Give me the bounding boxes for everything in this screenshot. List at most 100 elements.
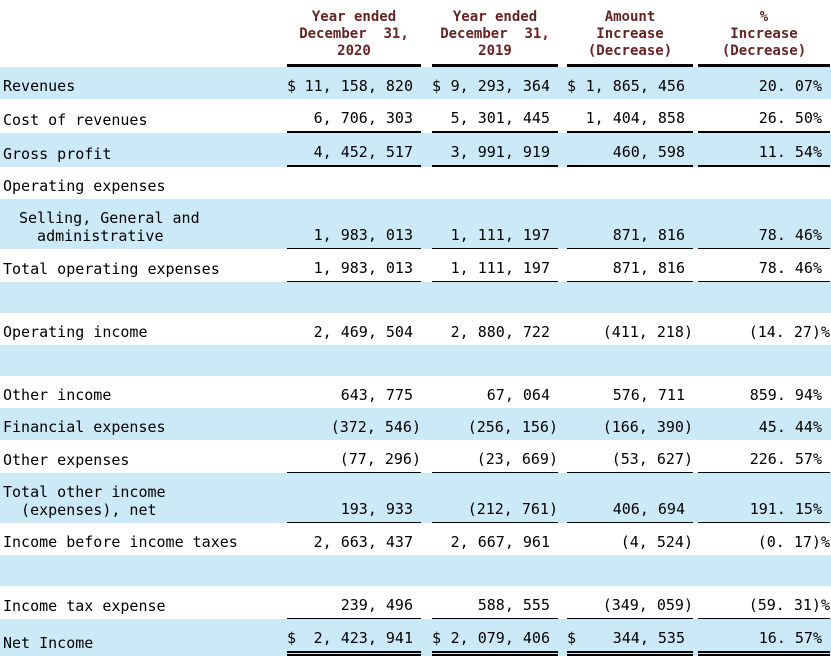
row-label: Revenues: [3, 77, 76, 95]
cell-value: 2, 880, 722: [450, 323, 550, 341]
value-cell-percent-change: 20. 07%: [698, 67, 830, 99]
value-cell-amount-change: 576, 711: [567, 376, 693, 408]
table-row: [0, 555, 831, 586]
value-cell-2020: 4, 452, 517: [287, 133, 421, 167]
value-cell-percent-change: (14. 27)%: [698, 313, 830, 345]
value-cell-2019: 2, 667, 961: [432, 523, 558, 555]
cell-value: 460, 598: [612, 143, 685, 161]
value-cell-percent-change: 859. 94%: [698, 376, 830, 408]
table-row: Financial expenses (372, 546) (256, 156)…: [0, 408, 831, 440]
value-cell-2020: 2, 663, 437: [287, 523, 421, 555]
value-cell-percent-change: 226. 57%: [698, 440, 830, 473]
value-cell-2019: $2, 079, 406: [432, 619, 558, 656]
value-cell-percent-change: 26. 50%: [698, 99, 830, 133]
cell-value: 2, 663, 437: [313, 533, 413, 551]
cell-value: 588, 555: [477, 596, 550, 614]
value-cell-2019: [432, 572, 558, 586]
value-cell-2020: 643, 775: [287, 376, 421, 408]
value-cell-amount-change: $1, 865, 456: [567, 67, 693, 99]
value-cell-2019: 3, 991, 919: [432, 133, 558, 167]
table-row: Selling, General and administrative 1, 9…: [0, 199, 831, 249]
dollar-sign: $: [287, 629, 297, 647]
table-row: Operating income 2, 469, 504 2, 880, 722…: [0, 313, 831, 345]
value-cell-2020: $11, 158, 820: [287, 67, 421, 99]
value-cell-amount-change: 406, 694: [567, 490, 693, 523]
value-cell-percent-change: 191. 15%: [698, 490, 830, 523]
value-cell-percent-change: (0. 17)%: [698, 523, 830, 555]
cell-value: 9, 293, 364: [450, 77, 550, 95]
cell-value: 78. 46%: [758, 226, 822, 244]
cell-value: 406, 694: [612, 500, 685, 518]
table-row: Cost of revenues 6, 706, 303 5, 301, 445…: [0, 99, 831, 133]
value-cell-2019: (256, 156): [432, 408, 558, 440]
value-cell-percent-change: 45. 44%: [698, 408, 830, 440]
cell-value: (411, 218): [602, 323, 693, 341]
table-row: Gross profit 4, 452, 517 3, 991, 919 460…: [0, 133, 831, 167]
row-label: Net Income: [3, 634, 94, 652]
value-cell-2019: [432, 362, 558, 376]
column-header-year-2019: Year ended December 31, 2019: [432, 3, 558, 67]
value-cell-amount-change: 871, 816: [567, 216, 693, 249]
table-body: Revenues $11, 158, 820 $9, 293, 364 $1, …: [0, 67, 831, 656]
table-row: [0, 282, 831, 313]
column-header-percent-change: % Increase (Decrease): [698, 3, 830, 67]
value-cell-amount-change: (4, 524): [567, 523, 693, 555]
value-cell-percent-change: 78. 46%: [698, 249, 830, 282]
value-cell-2020: [287, 299, 421, 313]
value-cell-2020: 2, 469, 504: [287, 313, 421, 345]
cell-value: 67, 064: [486, 386, 550, 404]
value-cell-percent-change: [698, 299, 830, 313]
value-cell-percent-change: 11. 54%: [698, 133, 830, 167]
cell-value: 20. 07%: [758, 77, 822, 95]
cell-value: 191. 15%: [749, 500, 822, 518]
cell-value: 3, 991, 919: [450, 143, 550, 161]
cell-value: 576, 711: [612, 386, 685, 404]
row-label: Gross profit: [3, 145, 112, 163]
cell-value: 6, 706, 303: [313, 109, 413, 127]
cell-value: 193, 933: [340, 500, 413, 518]
row-label: [0, 572, 287, 586]
value-cell-amount-change: (166, 390): [567, 408, 693, 440]
value-cell-amount-change: (349, 059): [567, 586, 693, 619]
value-cell-2019: 2, 880, 722: [432, 313, 558, 345]
dollar-sign: $: [287, 77, 297, 95]
row-label: Total operating expenses: [3, 260, 220, 278]
table-row: Other expenses (77, 296) (23, 669) (53, …: [0, 440, 831, 473]
table-row: Operating expenses: [0, 167, 831, 199]
value-cell-2020: 193, 933: [287, 490, 421, 523]
cell-value: (349, 059): [602, 596, 693, 614]
value-cell-amount-change: (53, 627): [567, 440, 693, 473]
value-cell-amount-change: (411, 218): [567, 313, 693, 345]
table-row: Net Income $2, 423, 941 $2, 079, 406 $34…: [0, 619, 831, 656]
cell-value: 78. 46%: [758, 259, 822, 277]
row-label: Income before income taxes: [3, 533, 238, 551]
row-label: [0, 362, 287, 376]
value-cell-amount-change: 1, 404, 858: [567, 99, 693, 133]
cell-value: 4, 452, 517: [313, 143, 413, 161]
value-cell-2020: [287, 362, 421, 376]
cell-value: (4, 524): [620, 533, 693, 551]
dollar-sign: $: [432, 629, 442, 647]
cell-value: 344, 535: [612, 629, 685, 647]
value-cell-2020: (372, 546): [287, 408, 421, 440]
row-label: Operating expenses: [3, 177, 166, 195]
dollar-sign: $: [432, 77, 442, 95]
value-cell-amount-change: [567, 362, 693, 376]
value-cell-2020: 239, 496: [287, 586, 421, 619]
value-cell-percent-change: [698, 362, 830, 376]
value-cell-2020: 6, 706, 303: [287, 99, 421, 133]
row-label: Other expenses: [3, 451, 130, 469]
cell-value: 871, 816: [612, 226, 685, 244]
header-row: Year ended December 31, 2020 Year ended …: [0, 3, 831, 67]
cell-value: 2, 667, 961: [450, 533, 550, 551]
cell-value: 859. 94%: [749, 386, 822, 404]
value-cell-2020: [287, 572, 421, 586]
value-cell-percent-change: (59. 31)%: [698, 586, 830, 619]
cell-value: 1, 983, 013: [313, 226, 413, 244]
row-label: Other income: [3, 386, 112, 404]
cell-value: 1, 404, 858: [585, 109, 685, 127]
value-cell-2019: 1, 111, 197: [432, 216, 558, 249]
row-label: Selling, General and administrative: [19, 209, 200, 245]
value-cell-2020: 1, 983, 013: [287, 249, 421, 282]
cell-value: (256, 156): [467, 418, 558, 436]
